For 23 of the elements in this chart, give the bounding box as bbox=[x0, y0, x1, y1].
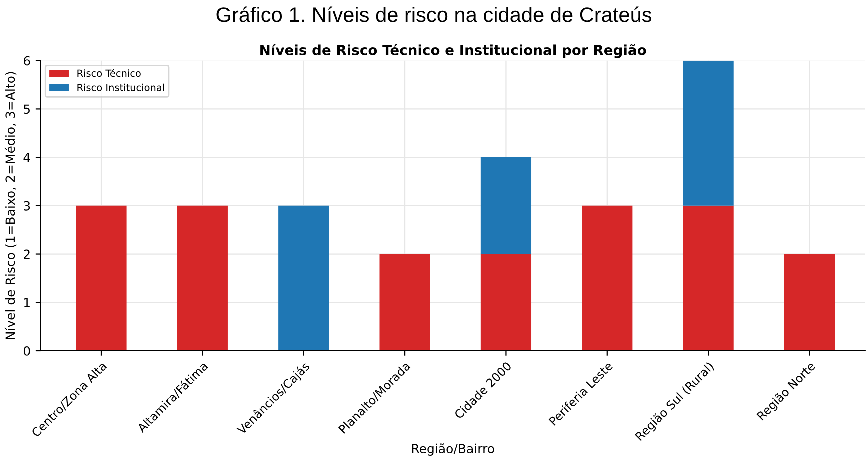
legend-label: Risco Técnico bbox=[78, 69, 141, 78]
y-tick-label: 4 bbox=[24, 153, 30, 162]
chart-subtitle: Níveis de Risco Técnico e Institucional por Região bbox=[260, 44, 646, 58]
bar bbox=[76, 206, 127, 351]
y-tick-label: 3 bbox=[24, 201, 30, 211]
bar bbox=[480, 254, 532, 351]
bar bbox=[683, 60, 734, 206]
y-tick-label: 5 bbox=[24, 104, 30, 114]
bar bbox=[582, 206, 633, 351]
y-tick-label: 0 bbox=[24, 346, 30, 356]
x-axis-title: Região/Bairro bbox=[412, 444, 494, 456]
bar bbox=[177, 206, 228, 351]
bar bbox=[278, 206, 330, 351]
bar bbox=[784, 254, 836, 351]
y-tick-label: 1 bbox=[24, 298, 30, 308]
bar bbox=[683, 206, 734, 351]
y-tick-label: 2 bbox=[24, 250, 30, 260]
bar bbox=[380, 254, 430, 351]
y-tick-label: 6 bbox=[24, 56, 30, 66]
bar bbox=[480, 158, 532, 254]
legend-label: Risco Institucional bbox=[78, 84, 164, 92]
chart-title: Gráfico 1. Níveis de risco na cidade de Crateús bbox=[216, 6, 652, 22]
y-axis-title: Nível de Risco (1=Baixo, 2=Médio, 3=Alto) bbox=[4, 72, 17, 340]
